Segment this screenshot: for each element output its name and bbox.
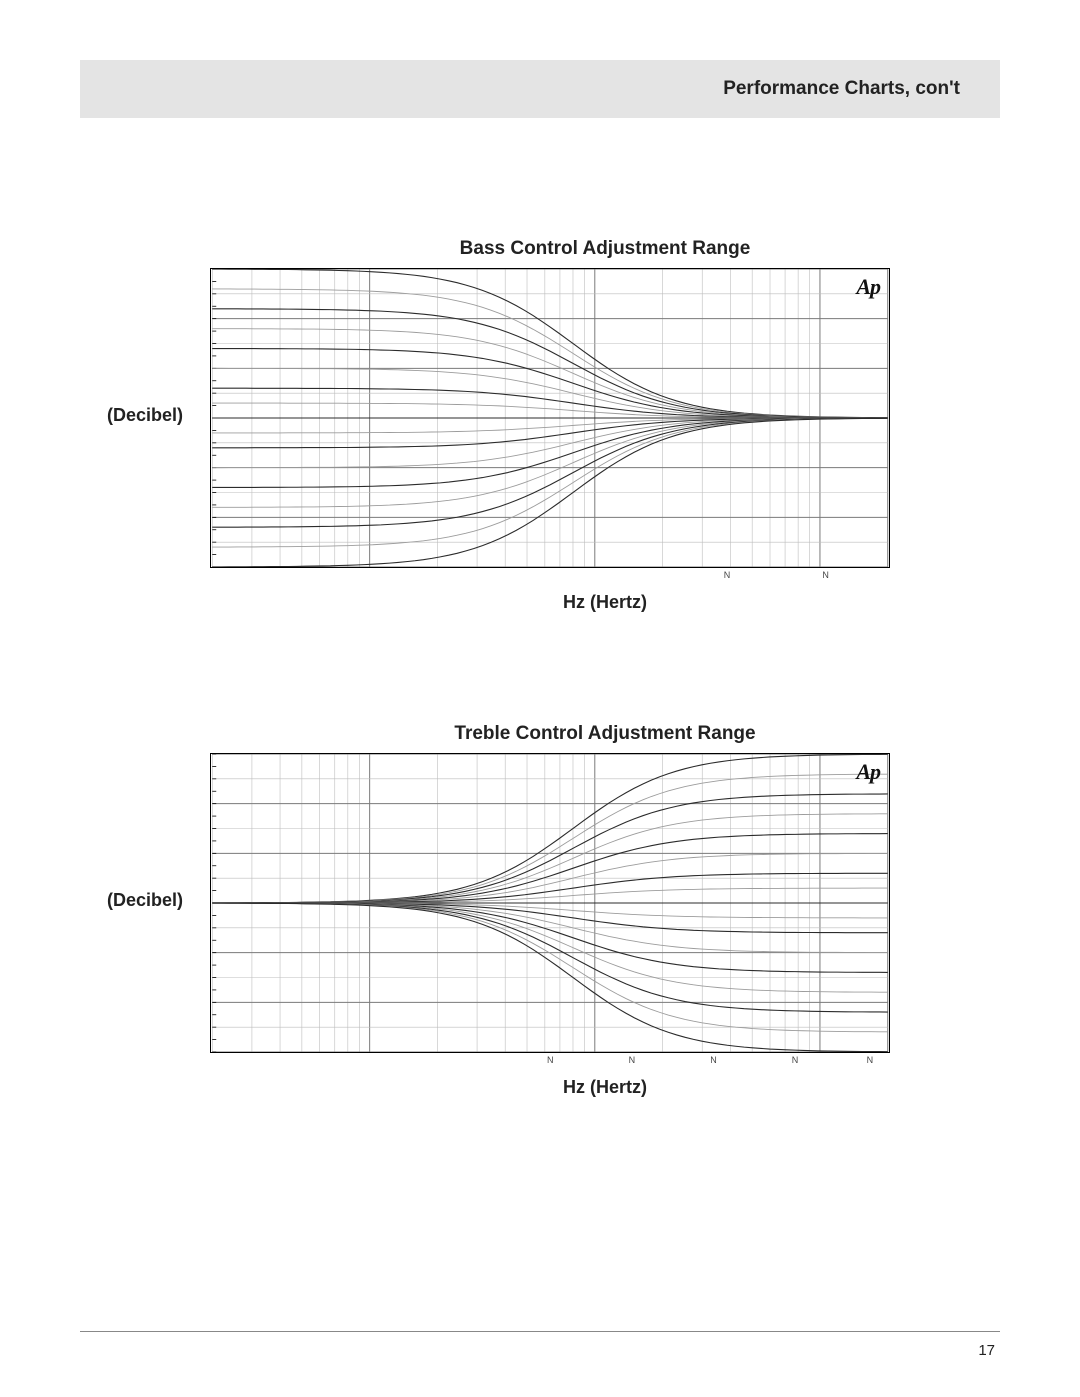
axis-n-mark: N xyxy=(629,1055,636,1082)
bass-n-labels: NN xyxy=(210,568,890,582)
ap-logo-icon: Ap xyxy=(856,274,880,300)
treble-chart-area: Ap NNNNN xyxy=(210,753,890,1067)
axis-n-mark: N xyxy=(867,1055,874,1082)
bass-x-axis-label: Hz (Hertz) xyxy=(210,592,1000,613)
bass-chart-title: Bass Control Adjustment Range xyxy=(210,238,1000,260)
treble-chart-svg xyxy=(210,753,890,1053)
bass-chart-block: Bass Control Adjustment Range (Decibel) … xyxy=(80,238,1000,613)
axis-n-mark: N xyxy=(822,570,829,597)
treble-chart-block: Treble Control Adjustment Range (Decibel… xyxy=(80,723,1000,1098)
bass-chart-area: Ap NN xyxy=(210,268,890,582)
header-bar: Performance Charts, con't xyxy=(80,60,1000,118)
footer-rule xyxy=(80,1331,1000,1332)
axis-n-mark: N xyxy=(710,1055,717,1082)
page-number: 17 xyxy=(978,1342,995,1359)
treble-y-axis-label: (Decibel) xyxy=(80,890,210,911)
treble-n-labels: NNNNN xyxy=(210,1053,890,1067)
axis-n-mark: N xyxy=(724,570,731,597)
bass-y-axis-label: (Decibel) xyxy=(80,405,210,426)
axis-n-mark: N xyxy=(792,1055,799,1082)
header-title: Performance Charts, con't xyxy=(723,78,960,100)
ap-logo-icon: Ap xyxy=(856,759,880,785)
treble-chart-title: Treble Control Adjustment Range xyxy=(210,723,1000,745)
axis-n-mark: N xyxy=(547,1055,554,1082)
bass-chart-svg xyxy=(210,268,890,568)
treble-x-axis-label: Hz (Hertz) xyxy=(210,1077,1000,1098)
